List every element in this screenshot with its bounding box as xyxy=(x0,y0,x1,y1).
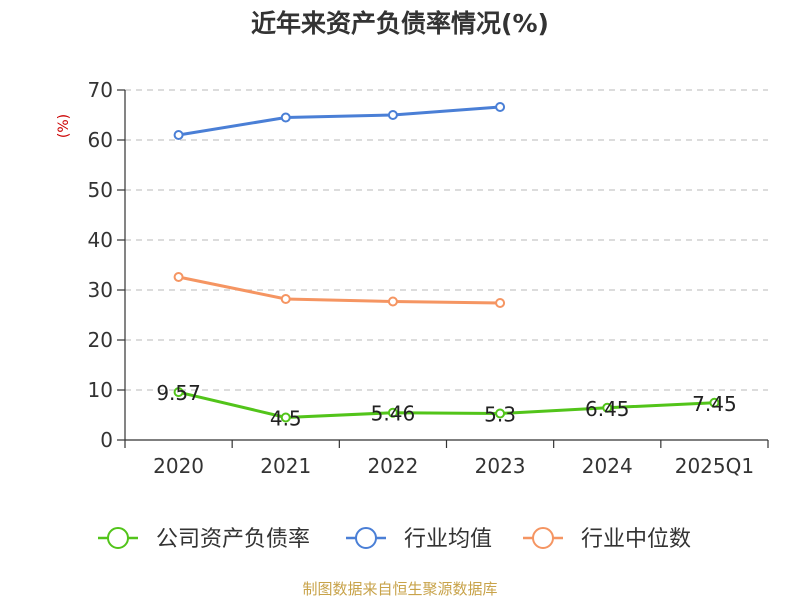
data-label: 4.5 xyxy=(270,407,302,431)
data-label: 9.57 xyxy=(156,381,201,405)
data-point xyxy=(709,397,720,408)
data-point xyxy=(173,272,184,282)
chart-title: 近年来资产负债率情况(%) xyxy=(251,9,549,38)
y-tick-label: 60 xyxy=(88,128,113,152)
y-axis-unit-label: (%) xyxy=(56,114,72,138)
x-tick-label: 2020 xyxy=(153,454,204,478)
y-tick-label: 40 xyxy=(88,228,113,252)
x-tick-label: 2023 xyxy=(475,454,526,478)
series-line xyxy=(178,275,501,305)
y-tick-label: 10 xyxy=(88,378,113,402)
data-label: 5.3 xyxy=(484,403,516,427)
data-point xyxy=(387,407,398,418)
legend: 公司资产负债率 行业均值 行业中位数 xyxy=(98,527,691,552)
x-tick-label: 2021 xyxy=(260,454,311,478)
data-point xyxy=(495,298,506,308)
data-point xyxy=(280,112,291,123)
data-point xyxy=(387,110,398,120)
y-tick-label: 50 xyxy=(88,178,113,202)
series-line xyxy=(178,105,501,137)
data-point xyxy=(387,296,398,307)
source-note: 制图数据来自恒生聚源数据库 xyxy=(302,580,497,598)
legend-swatch-marker xyxy=(107,527,129,549)
data-point xyxy=(495,408,506,419)
x-tick-label: 2022 xyxy=(367,454,418,478)
axes: 0 10 20 30 40 50 60 70 2020 2021 2022 2023 2024 2025Q… xyxy=(88,78,769,478)
y-tick-label: 30 xyxy=(88,278,113,302)
grid-lines xyxy=(125,89,768,391)
data-point xyxy=(173,387,184,398)
data-point xyxy=(495,102,506,112)
y-tick-label: 20 xyxy=(88,328,113,352)
series-layer: 9.57 4.5 5.46 5.3 6.45 7.45 xyxy=(156,102,737,431)
data-label: 6.45 xyxy=(585,397,630,421)
data-point xyxy=(280,412,291,423)
legend-label: 公司资产负债率 xyxy=(156,527,310,552)
legend-label: 行业均值 xyxy=(404,527,492,552)
data-label: 5.46 xyxy=(371,402,416,426)
x-tick-label: 2025Q1 xyxy=(675,454,754,478)
legend-label: 行业中位数 xyxy=(581,527,691,552)
data-label: 7.45 xyxy=(692,392,737,416)
legend-swatch-marker xyxy=(532,527,554,549)
data-point xyxy=(280,294,291,304)
data-point xyxy=(602,402,613,413)
x-tick-label: 2024 xyxy=(582,454,633,478)
y-tick-label: 70 xyxy=(88,78,113,102)
legend-swatch-marker xyxy=(355,527,377,549)
series-line xyxy=(178,390,715,419)
y-tick-label: 0 xyxy=(100,428,113,452)
data-point xyxy=(173,130,184,140)
